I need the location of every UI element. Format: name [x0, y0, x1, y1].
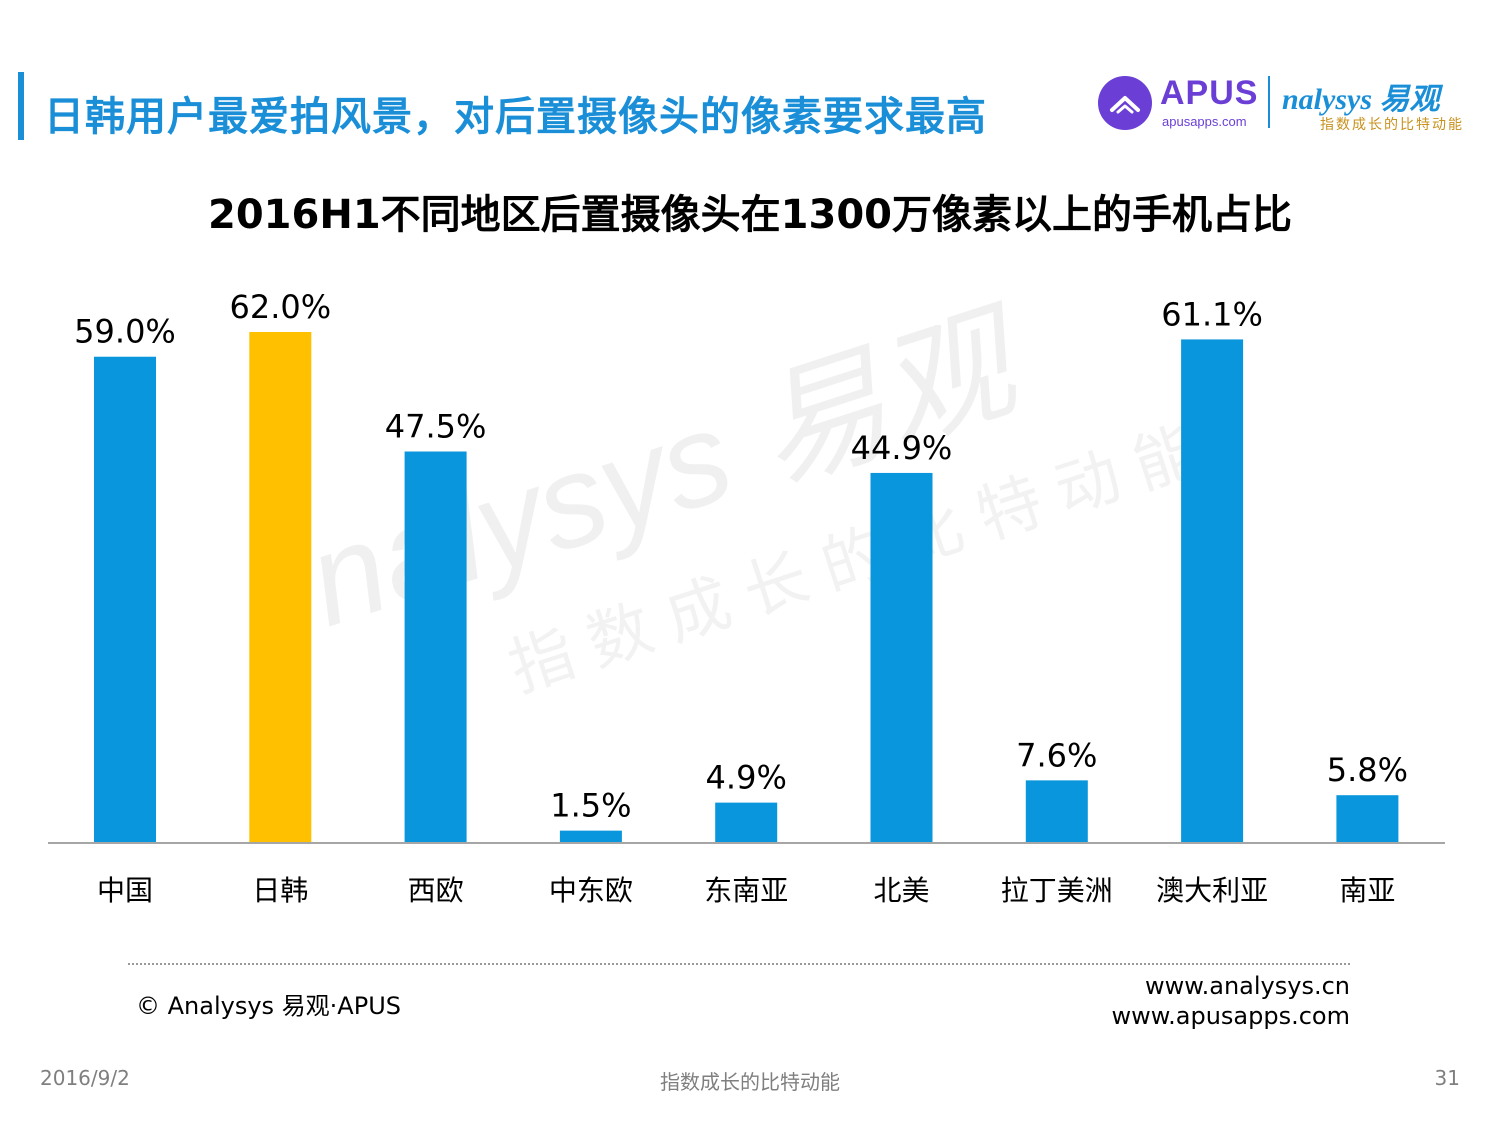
page-number: 31	[1434, 1066, 1460, 1090]
page-title: 日韩用户最爱拍风景，对后置摄像头的像素要求最高	[44, 94, 987, 140]
apus-logo-url: apusapps.com	[1162, 114, 1247, 129]
data-label-8: 5.8%	[1327, 751, 1408, 789]
bar-3	[559, 830, 622, 843]
category-label-0: 中国	[97, 874, 153, 907]
analysys-website-link[interactable]: www.analysys.cn	[1144, 972, 1350, 1000]
source-credit: © Analysys 易观·APUS	[136, 992, 401, 1020]
analysys-logo-slogan: 指数成长的比特动能	[1320, 117, 1464, 133]
footer-slogan: 指数成长的比特动能	[660, 1070, 840, 1094]
bar-0	[94, 356, 156, 843]
apus-website-link[interactable]: www.apusapps.com	[1111, 1002, 1350, 1030]
bar-chart: 59.0% 中国 62.0% 日韩 47.5% 西欧 1.5% 中东欧 4.9% 东南亚 44.9%…	[48, 288, 1445, 907]
analysys-logo-text: nalysys 易观	[1282, 83, 1440, 116]
data-label-1: 62.0%	[229, 288, 331, 326]
logo-divider	[1268, 76, 1270, 128]
title-accent-bar	[18, 72, 24, 140]
category-label-2: 西欧	[408, 874, 464, 907]
category-label-7: 澳大利亚	[1156, 874, 1268, 907]
data-label-7: 61.1%	[1161, 295, 1263, 333]
category-label-8: 南亚	[1339, 874, 1395, 907]
bar-2	[404, 451, 467, 843]
bar-7	[1181, 339, 1244, 843]
bar-8	[1336, 795, 1399, 843]
bar-4	[715, 802, 778, 843]
data-label-3: 1.5%	[550, 787, 631, 825]
bar-6	[1025, 780, 1088, 843]
bar-5	[870, 472, 933, 843]
apus-logo-text: APUS	[1160, 74, 1259, 112]
category-label-5: 北美	[873, 874, 929, 907]
brand-logos: APUS apusapps.com nalysys 易观 指数成长的比特动能	[1098, 72, 1488, 134]
category-label-4: 东南亚	[704, 874, 788, 907]
footer-divider	[128, 963, 1350, 965]
data-label-0: 59.0%	[74, 313, 176, 351]
chart-title: 2016H1不同地区后置摄像头在1300万像素以上的手机占比	[208, 192, 1292, 238]
category-label-3: 中东欧	[549, 874, 633, 907]
category-label-6: 拉丁美洲	[1001, 874, 1113, 907]
apus-logo-icon	[1098, 76, 1152, 130]
category-label-1: 日韩	[252, 874, 308, 907]
bar-1	[249, 332, 312, 843]
data-label-4: 4.9%	[706, 759, 787, 797]
data-label-5: 44.9%	[851, 429, 953, 467]
data-label-2: 47.5%	[385, 408, 487, 446]
footer-date: 2016/9/2	[40, 1066, 130, 1090]
data-label-6: 7.6%	[1016, 736, 1097, 774]
